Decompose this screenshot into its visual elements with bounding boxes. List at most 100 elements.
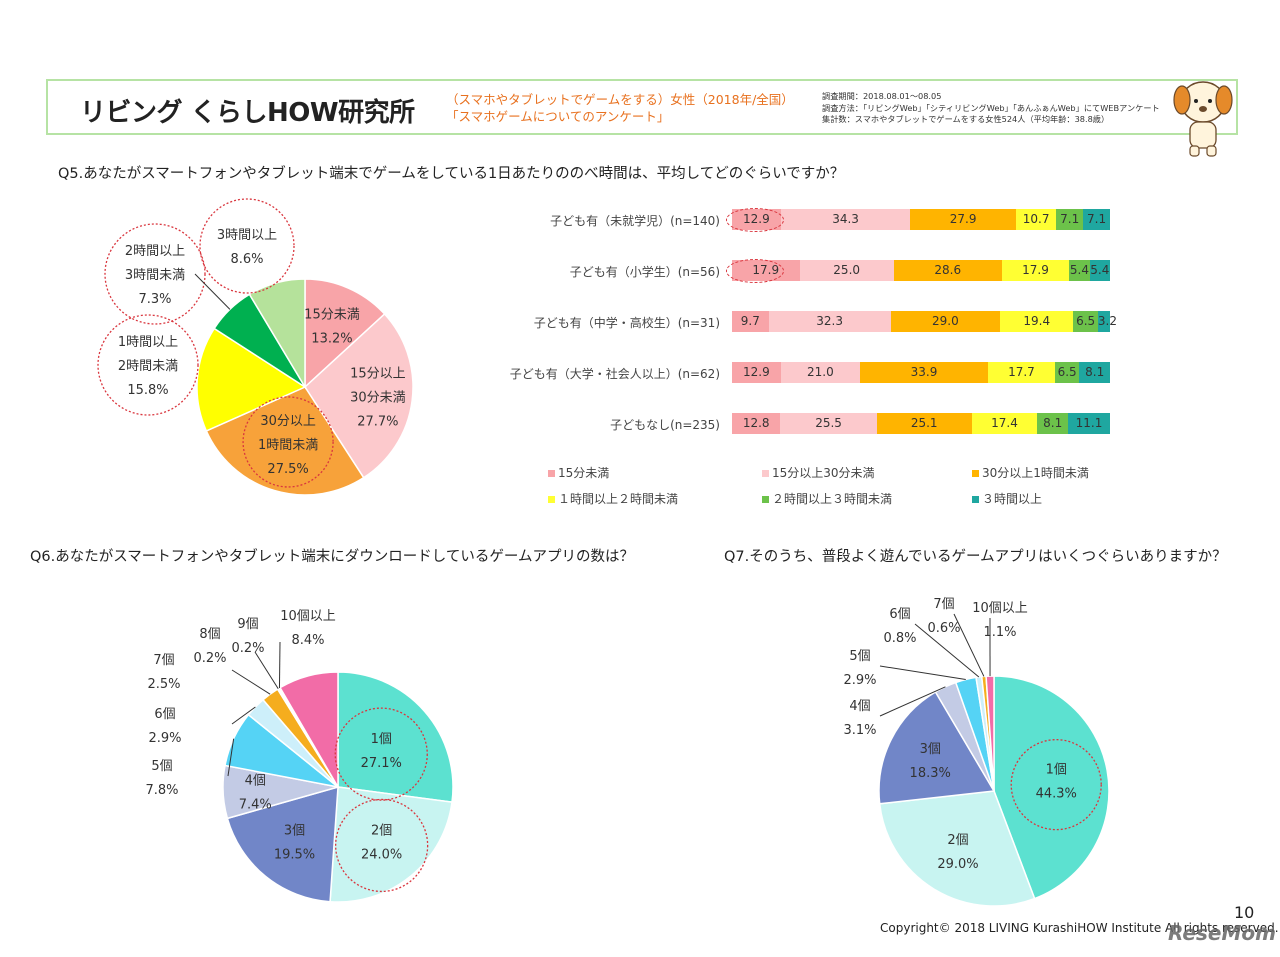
q5-bar-segment: 28.6 [893, 260, 1002, 281]
q6-title: Q6.あなたがスマートフォンやタブレット端末にダウンロードしているゲームアプリの… [30, 549, 634, 565]
q7-pie-chart: 1個 44.3% 2個 29.0% 3個 18.3% 4個 3.1% 5個 2.9% 6個 0.8% 7… [843, 597, 1110, 907]
q6-slice-value: 8.4% [291, 633, 324, 648]
q7-slice-value: 2.9% [843, 673, 876, 688]
q6-leader-line [231, 669, 271, 695]
meta-method: 調査方法：「リビングWeb」「シティリビングWeb」「あんふぁんWeb」にてWE… [822, 102, 1160, 113]
subtitle-line2: 「スマホゲームについてのアンケート」 [446, 109, 670, 124]
q5-slice-label: 27.5% [267, 462, 308, 477]
q7-title: Q7.そのうち、普段よく遊んでいるゲームアプリはいくつぐらいありますか？ [724, 549, 1227, 565]
q7-slice-value: 1.1% [983, 625, 1016, 640]
legend-label: １時間以上２時間未満 [558, 492, 679, 506]
q5-slice-label: 15分未満 [304, 308, 360, 323]
q5-legend-item: 15分未満 [548, 464, 609, 481]
q5-bar-category-label: 子どもなし(n=235) [610, 418, 720, 432]
q5-bar-segment: 12.8 [732, 413, 781, 434]
meta-count: 集計数：スマホやタブレットでゲームをする女性524人（平均年齢：38.8歳） [822, 114, 1110, 124]
q6-slice-label: 3個 [284, 824, 305, 839]
q5-highlight-circle [242, 396, 334, 488]
q5-bar-segment: 33.9 [860, 362, 988, 383]
q7-slice-value: 18.3% [910, 766, 951, 781]
q6-leader-line [227, 738, 235, 777]
q6-slice-value: 0.2% [193, 651, 226, 666]
q5-bar-segment: 5.4 [1089, 260, 1110, 281]
q5-bar-segment: 6.5 [1054, 362, 1080, 383]
q5-bar-segment: 25.5 [780, 413, 877, 434]
legend-label: 30分以上1時間未満 [982, 466, 1089, 480]
q7-leader-line [953, 613, 985, 677]
q5-bar-segment: 34.3 [780, 209, 911, 230]
q5-bar-segment: 5.4 [1069, 260, 1090, 281]
q5-bar-segment: 11.1 [1068, 413, 1110, 434]
q5-highlight-circle [104, 223, 206, 325]
q6-leader-line [278, 641, 281, 689]
q6-slice-value: 2.9% [148, 731, 181, 746]
legend-swatch [972, 496, 979, 503]
q7-leader-line [879, 686, 946, 717]
q5-bar-row: 12.9 34.3 27.9 10.7 7.1 7.1 [732, 209, 1110, 230]
q6-pie-slice [279, 671, 339, 790]
legend-label: 15分未満 [558, 466, 610, 480]
q5-slice-label: 1時間以上 [118, 335, 178, 350]
q7-highlight-circle [1010, 738, 1102, 831]
q7-slice-value: 44.3% [1036, 787, 1077, 802]
q6-slice-label: 1個 [371, 732, 392, 747]
q5-slice-label: 1時間未満 [258, 438, 318, 453]
q6-slice-label: 6個 [154, 707, 175, 722]
q5-bar-segment: 8.1 [1037, 413, 1069, 434]
q7-pie-slice [985, 675, 995, 792]
q5-bar-segment: 32.3 [768, 311, 891, 332]
legend-label: ３時間以上 [982, 492, 1043, 506]
q5-bar-segment: 25.1 [876, 413, 972, 434]
q7-slice-label: 2個 [947, 833, 968, 848]
q5-slice-label: 7.3% [138, 292, 171, 307]
q6-highlight-circle [334, 707, 428, 801]
q5-title: Q5.あなたがスマートフォンやタブレット端末でゲームをしている1日あたりののべ時… [58, 166, 845, 182]
q7-pie-slice [878, 690, 996, 805]
q7-slice-label: 5個 [849, 649, 870, 664]
q5-legend: 15分未満 15分以上30分未満 30分以上1時間未満 １時間以上２時間未満 ２時間以上… [548, 464, 1148, 514]
q6-slice-value: 7.4% [239, 798, 272, 813]
q7-slice-label: 3個 [920, 742, 941, 757]
copyright-text: Copyright© 2018 LIVING KurashiHOW Instit… [880, 921, 1279, 935]
q6-slice-label: 8個 [199, 627, 220, 642]
q6-slice-value: 7.8% [145, 783, 178, 798]
q5-slice-label: 13.2% [311, 332, 352, 347]
q6-slice-value: 19.5% [274, 848, 315, 863]
q5-bar-row: 17.9 25.0 28.6 17.9 5.4 5.4 [732, 260, 1110, 281]
q7-leader-line [879, 665, 966, 681]
q5-bar-segment: 25.0 [799, 260, 894, 281]
q5-slice-label: 8.6% [230, 252, 263, 267]
q5-bar-category-label: 子ども有（中学・高校生）(n=31) [533, 316, 720, 330]
q5-bar-segment: 3.2 [1097, 311, 1117, 332]
q5-bar-highlight-circle [726, 259, 784, 283]
q5-bar-segment: 21.0 [780, 362, 860, 383]
q5-bar-segment: 10.7 [1015, 209, 1057, 230]
subtitle-line1: （スマホやタブレットでゲームをする）女性（2018年/全国） [446, 92, 794, 107]
q5-bar-segment: 27.9 [910, 209, 1016, 230]
brand-logo: リビング くらしHOW研究所 [80, 98, 415, 128]
watermark-logo: ReseMom [1168, 921, 1276, 945]
q6-pie-slice [337, 671, 454, 803]
q6-slice-label: 7個 [153, 653, 174, 668]
q7-slice-label: 6個 [889, 607, 910, 622]
q5-legend-item: ２時間以上３時間未満 [762, 490, 892, 507]
q5-slice-label: 3時間以上 [217, 228, 277, 243]
legend-swatch [548, 470, 555, 477]
q7-slice-label: 1個 [1046, 763, 1067, 778]
q5-slice-label: 2時間以上 [125, 244, 185, 259]
q7-pie-slice [993, 675, 1110, 900]
q5-pie-slice [196, 327, 307, 432]
q5-pie-slice [248, 278, 306, 390]
q7-pie-slice [878, 790, 1036, 907]
q7-slice-value: 29.0% [937, 857, 978, 872]
q6-slice-label: 2個 [371, 823, 392, 838]
survey-subtitle: （スマホやタブレットでゲームをする）女性（2018年/全国） 「スマホゲームにつ… [446, 91, 794, 125]
q5-bar-segment: 7.1 [1056, 209, 1084, 230]
q6-pie-chart: 1個 27.1% 2個 24.0% 3個 19.5% 4個 7.4% 5個 7.8% 6個 2.9% 7… [145, 609, 454, 903]
q6-highlight-circle [334, 798, 429, 893]
meta-period: 調査期間：2018.08.01～08.05 [822, 91, 942, 101]
q5-slice-label: 27.7% [357, 414, 398, 429]
q6-leader-line [254, 651, 279, 690]
q6-pie-slice [329, 786, 453, 903]
q5-legend-item: 30分以上1時間未満 [972, 464, 1089, 481]
